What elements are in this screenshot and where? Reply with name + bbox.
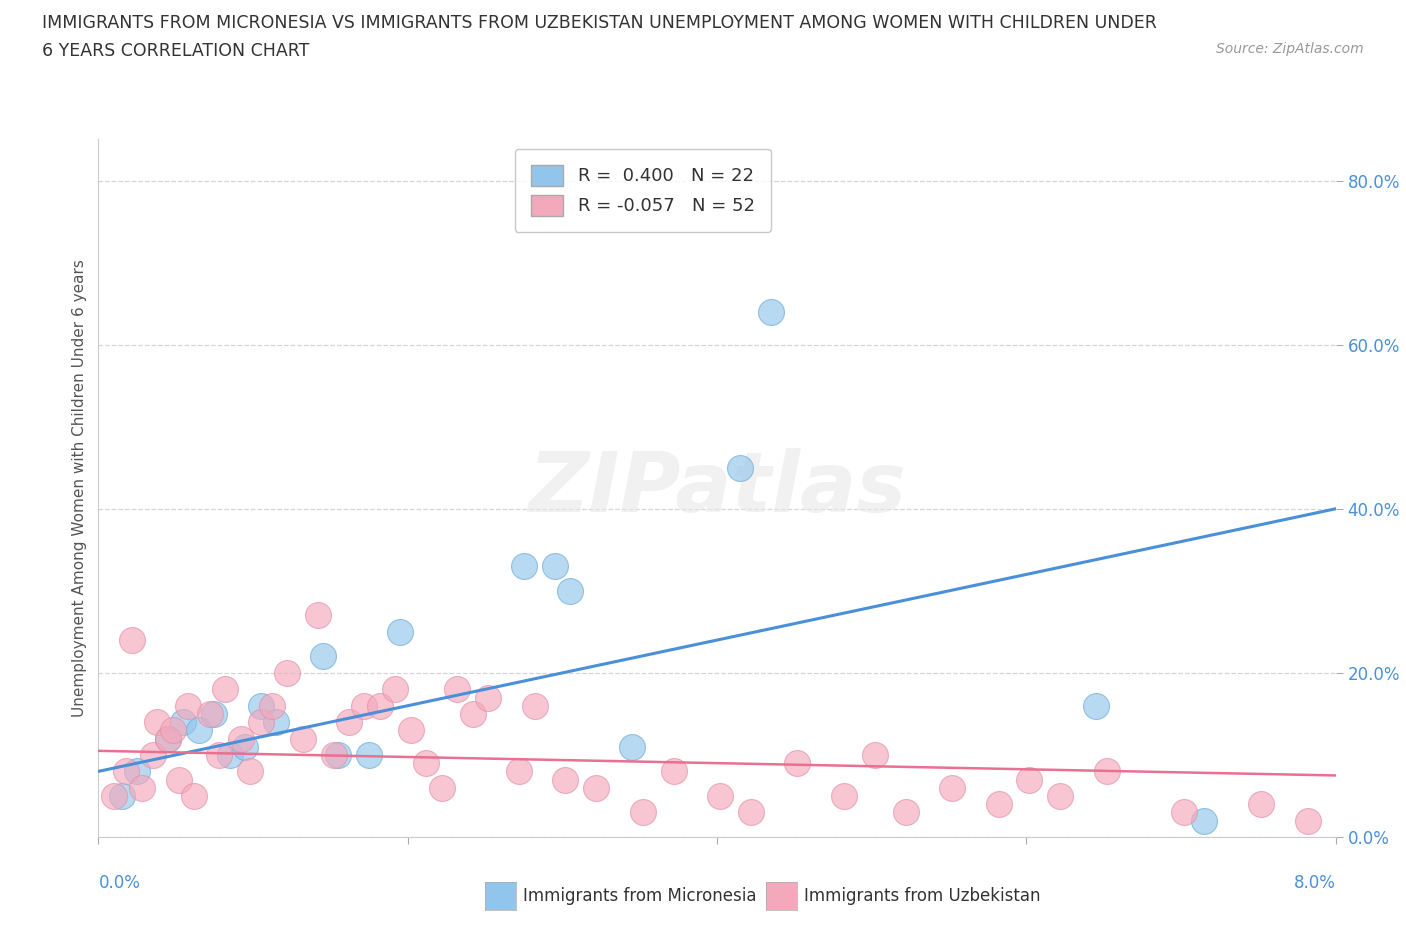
Point bbox=[322, 748, 344, 763]
Point bbox=[368, 698, 391, 713]
Point bbox=[229, 731, 252, 746]
Text: Source: ZipAtlas.com: Source: ZipAtlas.com bbox=[1216, 42, 1364, 56]
Point bbox=[157, 731, 180, 746]
Point bbox=[353, 698, 375, 713]
Point bbox=[585, 780, 607, 795]
Point bbox=[146, 714, 169, 729]
Point bbox=[115, 764, 138, 778]
Point bbox=[384, 682, 406, 697]
Point bbox=[477, 690, 499, 705]
Point bbox=[523, 698, 546, 713]
Point bbox=[709, 789, 731, 804]
Point bbox=[761, 304, 783, 319]
Point bbox=[219, 748, 242, 763]
Point bbox=[214, 682, 236, 697]
Text: Immigrants from Uzbekistan: Immigrants from Uzbekistan bbox=[804, 886, 1040, 905]
Point bbox=[560, 583, 582, 598]
Point bbox=[250, 714, 273, 729]
Point bbox=[121, 632, 143, 647]
Point bbox=[312, 649, 335, 664]
Point bbox=[357, 748, 380, 763]
Text: IMMIGRANTS FROM MICRONESIA VS IMMIGRANTS FROM UZBEKISTAN UNEMPLOYMENT AMONG WOME: IMMIGRANTS FROM MICRONESIA VS IMMIGRANTS… bbox=[42, 14, 1157, 32]
Point bbox=[264, 714, 288, 729]
Point bbox=[554, 772, 576, 787]
Point bbox=[621, 739, 644, 754]
Legend: R =  0.400   N = 22, R = -0.057   N = 52: R = 0.400 N = 22, R = -0.057 N = 52 bbox=[515, 149, 770, 232]
Point bbox=[260, 698, 283, 713]
Point bbox=[1085, 698, 1108, 713]
Point bbox=[183, 789, 205, 804]
Point bbox=[631, 805, 654, 820]
Point bbox=[786, 756, 808, 771]
Point bbox=[430, 780, 453, 795]
Point bbox=[399, 723, 422, 737]
Point bbox=[832, 789, 855, 804]
Point bbox=[1173, 805, 1195, 820]
Point bbox=[276, 666, 298, 681]
Text: 8.0%: 8.0% bbox=[1294, 874, 1336, 892]
Text: 0.0%: 0.0% bbox=[98, 874, 141, 892]
Point bbox=[740, 805, 762, 820]
Point bbox=[415, 756, 437, 771]
Point bbox=[513, 559, 536, 574]
Point bbox=[1018, 772, 1040, 787]
Text: 6 YEARS CORRELATION CHART: 6 YEARS CORRELATION CHART bbox=[42, 42, 309, 60]
Point bbox=[987, 797, 1010, 812]
Point bbox=[388, 624, 412, 639]
Point bbox=[141, 748, 165, 763]
Point bbox=[508, 764, 530, 778]
Point bbox=[326, 748, 350, 763]
Point bbox=[461, 707, 484, 722]
Point bbox=[188, 723, 211, 737]
Point bbox=[157, 731, 180, 746]
Point bbox=[208, 748, 231, 763]
Text: Immigrants from Micronesia: Immigrants from Micronesia bbox=[523, 886, 756, 905]
Point bbox=[204, 707, 226, 722]
Point bbox=[730, 460, 752, 475]
Point bbox=[337, 714, 360, 729]
Point bbox=[446, 682, 468, 697]
Point bbox=[198, 707, 221, 722]
Point bbox=[1049, 789, 1071, 804]
Point bbox=[894, 805, 917, 820]
Point bbox=[250, 698, 273, 713]
Point bbox=[1296, 813, 1319, 828]
Point bbox=[543, 559, 565, 574]
Text: ZIPatlas: ZIPatlas bbox=[529, 447, 905, 529]
Y-axis label: Unemployment Among Women with Children Under 6 years: Unemployment Among Women with Children U… bbox=[72, 259, 87, 717]
Point bbox=[662, 764, 685, 778]
Point bbox=[941, 780, 963, 795]
Point bbox=[172, 714, 194, 729]
Point bbox=[131, 780, 153, 795]
Point bbox=[103, 789, 125, 804]
Point bbox=[162, 723, 184, 737]
Point bbox=[307, 608, 329, 623]
Point bbox=[239, 764, 262, 778]
Point bbox=[1192, 813, 1215, 828]
Point bbox=[1095, 764, 1118, 778]
Point bbox=[167, 772, 190, 787]
Point bbox=[863, 748, 886, 763]
Point bbox=[1250, 797, 1272, 812]
Point bbox=[291, 731, 314, 746]
Point bbox=[127, 764, 149, 778]
Point bbox=[177, 698, 200, 713]
Point bbox=[233, 739, 257, 754]
Point bbox=[111, 789, 132, 804]
